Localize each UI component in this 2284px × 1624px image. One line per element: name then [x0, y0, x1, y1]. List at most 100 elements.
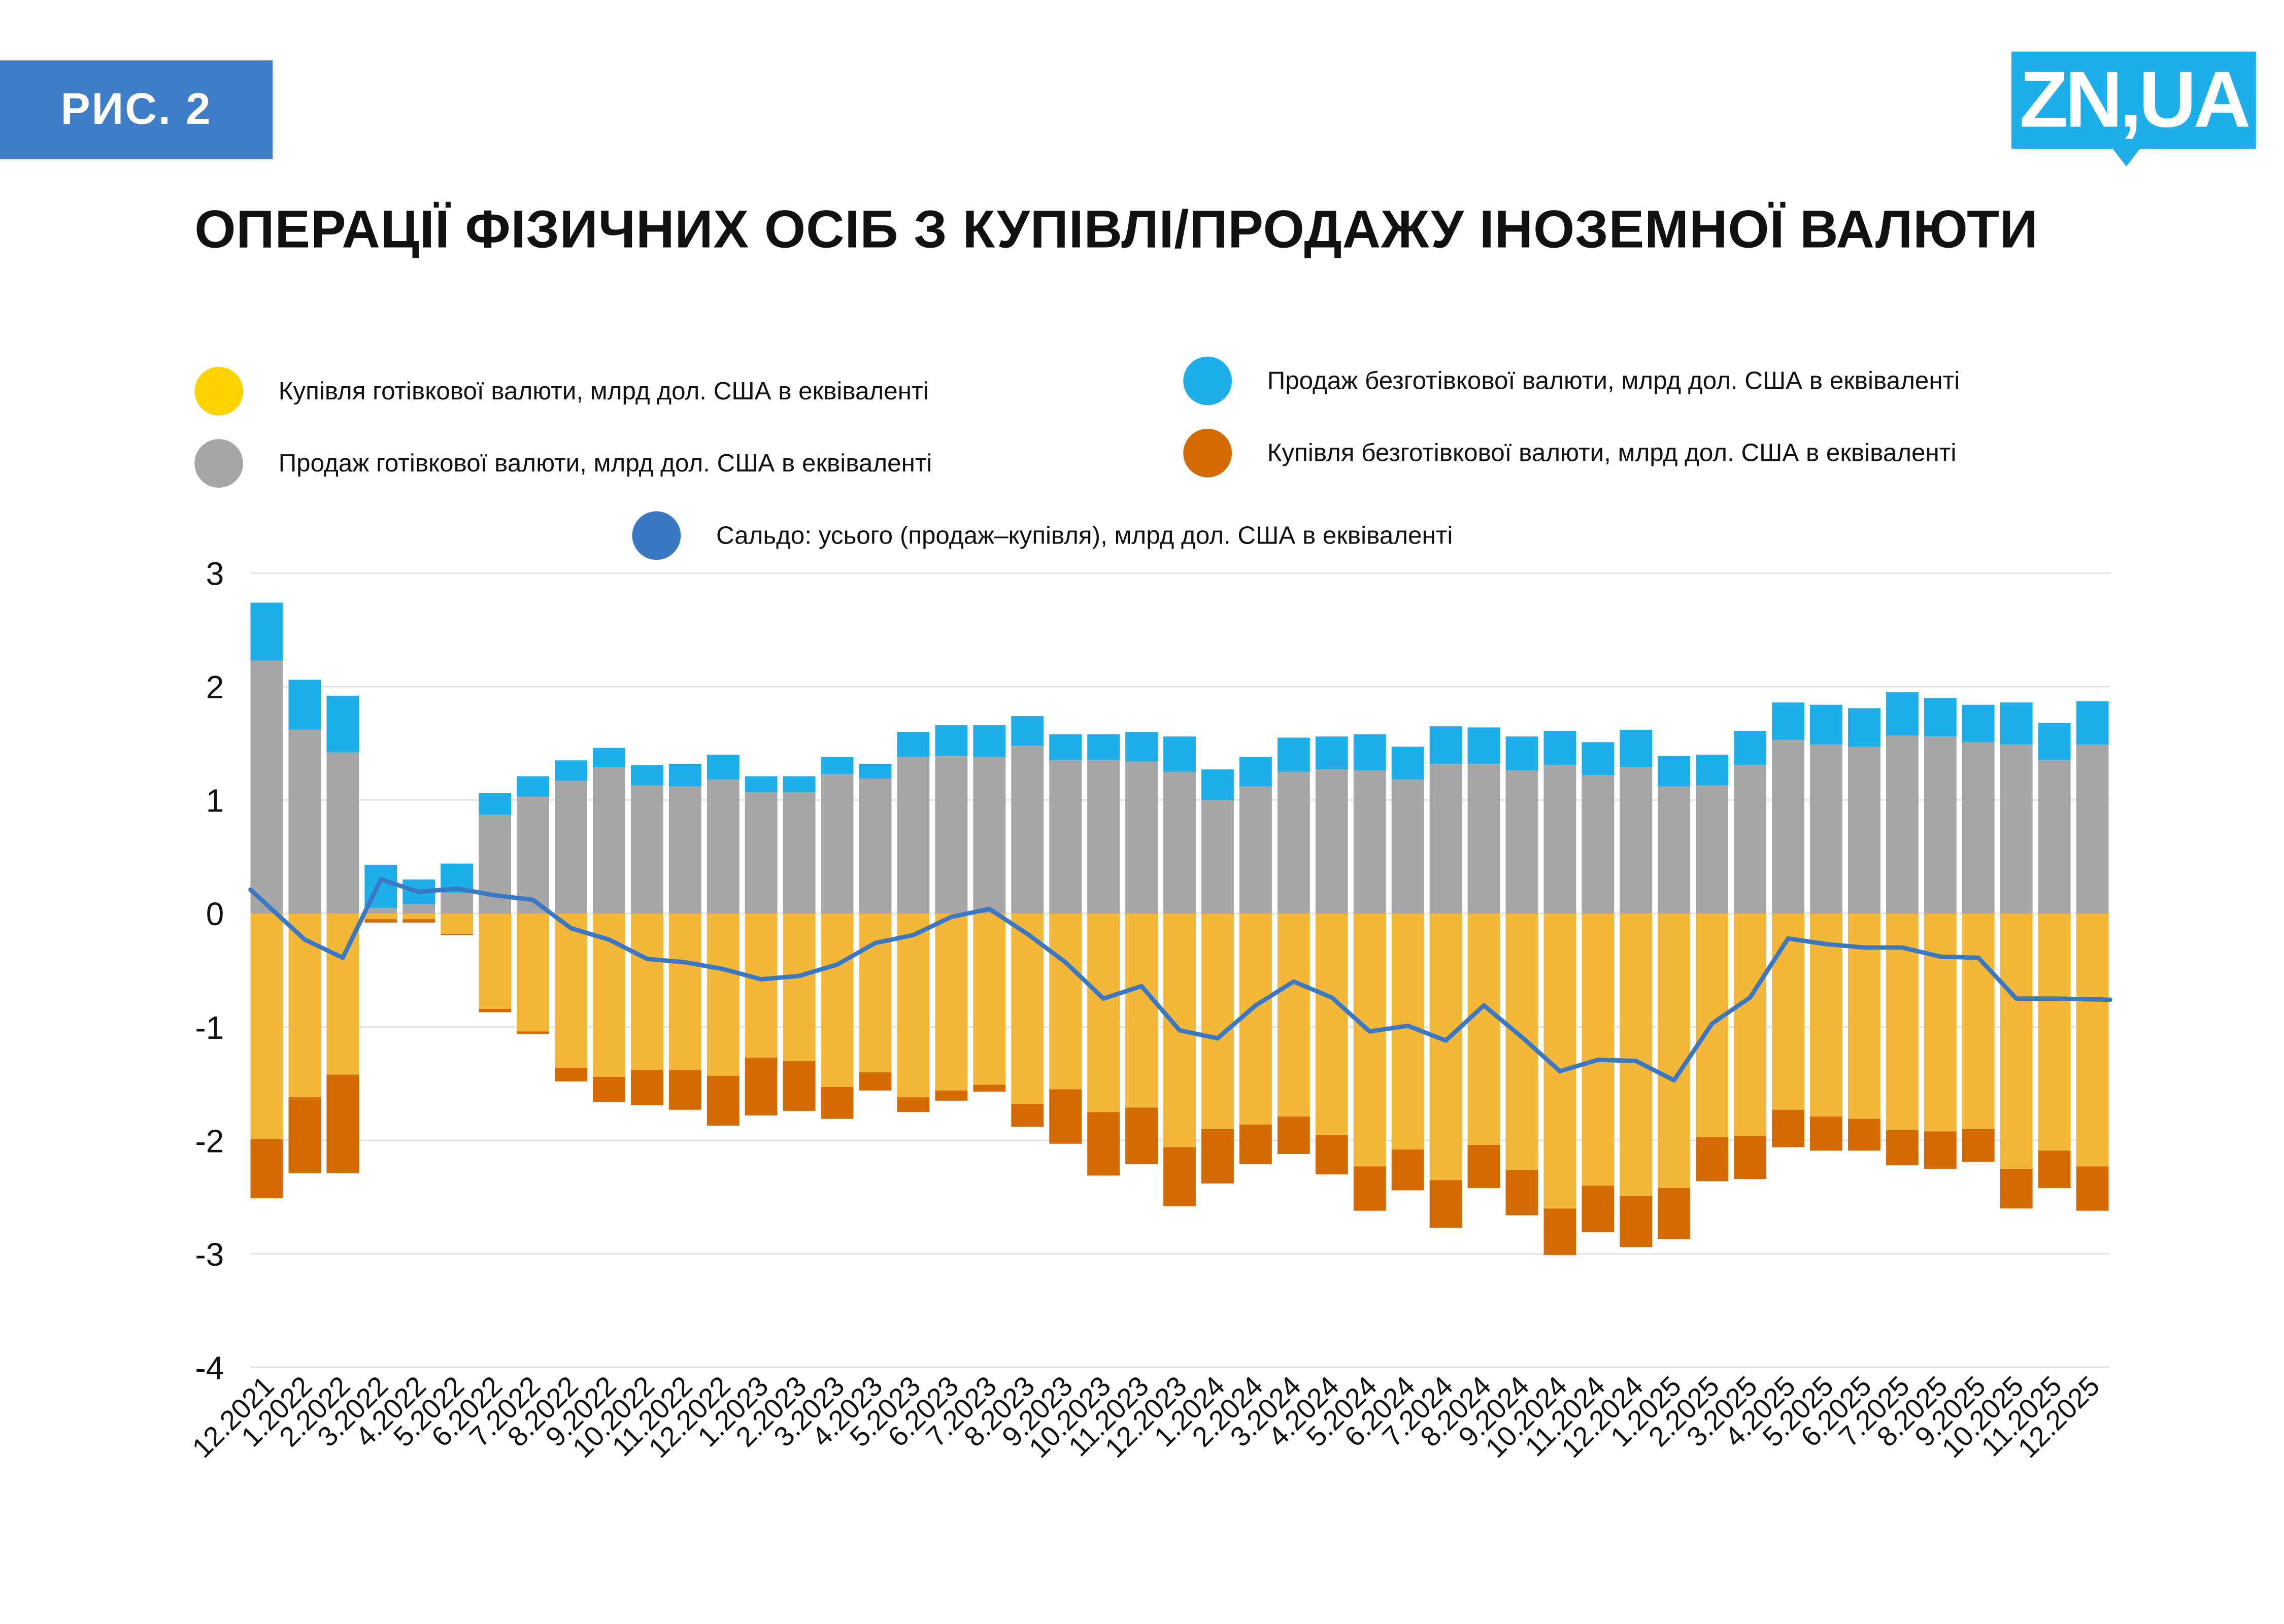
- bar-noncash-buy: [479, 1008, 512, 1012]
- bar-cash-buy: [1467, 913, 1500, 1145]
- legend-label: Купівля готівкової валюти, млрд дол. США…: [278, 376, 929, 404]
- balance-point: [911, 933, 916, 937]
- bar-noncash-buy: [1505, 1170, 1538, 1215]
- bar-noncash-sale: [1772, 702, 1804, 740]
- bar-noncash-sale: [935, 725, 968, 756]
- balance-point: [303, 937, 307, 942]
- bar-noncash-sale: [1049, 734, 1082, 761]
- bar-cash-sale: [1696, 785, 1729, 913]
- bar-cash-sale: [2076, 744, 2109, 913]
- bar-noncash-sale: [555, 760, 587, 781]
- bar-cash-sale: [1467, 763, 1500, 913]
- balance-point: [1215, 1036, 1220, 1041]
- bar-cash-sale: [1087, 760, 1120, 913]
- bar-noncash-buy: [707, 1075, 740, 1126]
- bar-noncash-sale: [1810, 704, 1842, 745]
- balance-point: [1671, 1078, 1676, 1082]
- bar-cash-sale: [364, 907, 397, 913]
- bar-noncash-sale: [288, 680, 321, 730]
- bar-cash-buy: [1277, 913, 1310, 1117]
- bar-cash-buy: [1924, 913, 1957, 1132]
- bar-noncash-sale: [1239, 757, 1272, 787]
- bar-cash-sale: [2000, 744, 2033, 913]
- bar-noncash-sale: [973, 725, 1006, 757]
- balance-point: [1862, 945, 1867, 950]
- y-tick-label: 2: [206, 669, 224, 705]
- bar-cash-buy: [1201, 913, 1234, 1129]
- bar-noncash-buy: [326, 1074, 359, 1173]
- bar-noncash-buy: [1163, 1147, 1196, 1206]
- bar-cash-buy: [1087, 913, 1120, 1112]
- y-tick-label: -1: [195, 1009, 224, 1046]
- bar-cash-sale: [1391, 780, 1424, 913]
- balance-point: [416, 890, 421, 894]
- legend-item-noncash-sale: Продаж безготівкової валюти, млрд дол. С…: [1183, 356, 1960, 405]
- balance-point: [454, 886, 459, 891]
- bar-cash-buy: [1734, 913, 1767, 1136]
- bar-cash-buy: [1810, 913, 1842, 1117]
- bar-noncash-buy: [1467, 1145, 1500, 1188]
- bar-cash-sale: [1962, 742, 1995, 913]
- balance-point: [797, 973, 801, 978]
- balance-point: [1824, 941, 1829, 946]
- balance-point: [1900, 945, 1905, 950]
- bar-noncash-sale: [1582, 742, 1615, 775]
- bar-noncash-buy: [1772, 1109, 1804, 1147]
- bar-noncash-buy: [441, 934, 474, 935]
- bar-cash-buy: [1353, 913, 1386, 1167]
- bar-cash-buy: [1962, 913, 1995, 1129]
- bar-noncash-buy: [897, 1097, 930, 1112]
- balance-point: [1139, 984, 1144, 989]
- bar-noncash-buy: [1924, 1131, 1957, 1169]
- bar-cash-buy: [1049, 913, 1082, 1090]
- balance-point: [721, 967, 726, 971]
- bar-noncash-sale: [1924, 698, 1957, 737]
- legend-dot-icon: [1183, 428, 1232, 478]
- bar-cash-sale: [1315, 769, 1348, 913]
- balance-point: [1025, 931, 1030, 936]
- bar-noncash-sale: [897, 732, 930, 757]
- bar-noncash-sale: [1505, 736, 1538, 771]
- bar-noncash-buy: [1087, 1112, 1120, 1176]
- legend-dot-icon: [194, 366, 244, 416]
- bar-noncash-sale: [745, 776, 778, 792]
- bar-cash-sale: [1848, 747, 1880, 913]
- balance-point: [1482, 1003, 1486, 1008]
- balance-point: [568, 926, 574, 931]
- legend-item-cash-buy: Купівля готівкової валюти, млрд дол. США…: [194, 366, 929, 416]
- balance-point: [1595, 1058, 1600, 1062]
- bar-noncash-sale: [1848, 708, 1880, 747]
- bar-cash-sale: [2038, 760, 2071, 913]
- balance-point: [1177, 1028, 1182, 1033]
- balance-point: [248, 887, 253, 892]
- bar-cash-buy: [668, 913, 701, 1070]
- bar-noncash-buy: [668, 1070, 701, 1110]
- bar-cash-buy: [555, 913, 587, 1068]
- chart-title: ОПЕРАЦІЇ ФІЗИЧНИХ ОСІБ З КУПІВЛІ/ПРОДАЖУ…: [194, 198, 2038, 259]
- bar-cash-buy: [1239, 913, 1272, 1125]
- bar-noncash-buy: [1658, 1188, 1691, 1239]
- legend-label: Сальдо: усього (продаж–купівля), млрд до…: [716, 521, 1453, 549]
- bar-noncash-buy: [1391, 1149, 1424, 1191]
- bar-noncash-buy: [1582, 1186, 1615, 1233]
- bar-noncash-buy: [2076, 1166, 2109, 1211]
- bar-noncash-buy: [1886, 1130, 1919, 1166]
- bar-noncash-buy: [2038, 1151, 2071, 1188]
- legend-dot-icon: [194, 439, 244, 488]
- bar-cash-buy: [1658, 913, 1691, 1188]
- balance-point: [1253, 1003, 1258, 1008]
- bar-noncash-buy: [1810, 1116, 1842, 1151]
- figure-badge: РИС. 2: [0, 60, 273, 159]
- bar-noncash-sale: [1391, 747, 1424, 780]
- y-tick-label: -4: [195, 1349, 224, 1386]
- bar-noncash-buy: [630, 1070, 663, 1105]
- balance-point: [1329, 995, 1334, 1000]
- balance-point: [949, 915, 954, 920]
- bar-noncash-sale: [859, 763, 892, 779]
- bar-cash-sale: [1125, 761, 1158, 913]
- bar-noncash-sale: [1658, 756, 1691, 787]
- legend-item-balance: Сальдо: усього (продаж–купівля), млрд до…: [632, 511, 1453, 560]
- bar-noncash-buy: [1277, 1116, 1310, 1154]
